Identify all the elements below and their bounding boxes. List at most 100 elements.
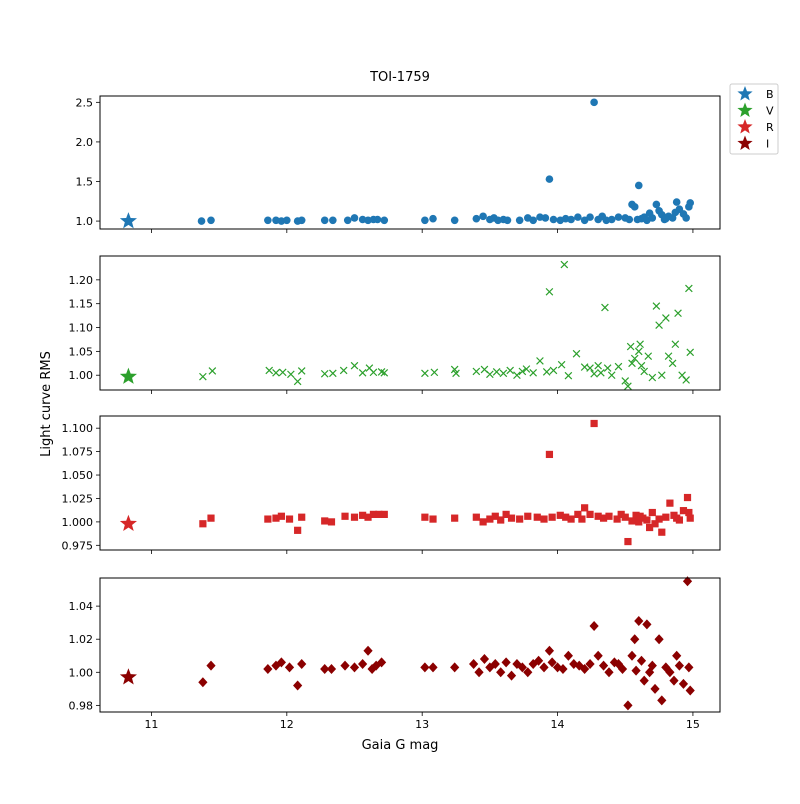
data-point-B [329, 216, 337, 225]
data-point-V [655, 321, 663, 329]
data-point-V [572, 349, 581, 358]
data-point-V [380, 369, 389, 377]
data-point-I [627, 650, 637, 661]
y-tick-label: 1.000 [62, 516, 94, 529]
data-point-I [539, 662, 549, 673]
panel-I: 11 12 13 14 15 0.98 1.00 1.02 1.04 [69, 576, 721, 731]
data-point-R [581, 504, 589, 512]
data-point-I [650, 683, 660, 694]
data-point-B [549, 215, 558, 224]
panels-group: 1.0 1.5 2.0 2.5 1.00 1.05 1.10 1.15 1.20 0.975 1.0… [62, 95, 721, 731]
data-point-V [506, 366, 514, 375]
data-point-I [297, 659, 307, 670]
data-point-R [624, 537, 632, 546]
data-point-I [528, 659, 538, 670]
data-point-V [369, 368, 378, 377]
data-point-V [522, 365, 531, 373]
data-point-B [503, 216, 512, 225]
data-point-V [648, 373, 657, 382]
data-point-V [640, 367, 649, 376]
data-point-I [631, 665, 641, 676]
data-point-I [523, 667, 533, 678]
data-point-I [206, 660, 216, 671]
legend-star-V [737, 102, 753, 117]
data-point-B [682, 214, 690, 222]
data-point-V [339, 366, 348, 375]
data-point-B [320, 216, 329, 225]
data-point-V [664, 352, 673, 360]
data-point-I [358, 659, 368, 670]
data-point-R [321, 517, 329, 525]
y-tick-label: 1.075 [62, 446, 94, 459]
panel-frame [99, 95, 721, 230]
legend-star-B [737, 86, 753, 101]
data-point-R [264, 515, 272, 523]
data-point-R [599, 514, 608, 522]
data-point-R [272, 514, 280, 522]
data-point-I [684, 662, 694, 673]
data-point-R [685, 508, 693, 517]
data-point-R [646, 523, 654, 532]
data-point-V [293, 377, 302, 386]
data-point-B [541, 214, 550, 222]
data-point-V [529, 369, 538, 377]
data-point-R [605, 512, 613, 520]
data-point-V [597, 369, 605, 377]
data-point-I [558, 663, 568, 674]
data-point-I [552, 662, 563, 673]
data-point-V [320, 369, 329, 378]
legend-label-R: R [766, 121, 774, 134]
data-point-B [645, 209, 654, 217]
data-point-B [373, 215, 382, 224]
data-point-V [636, 340, 644, 349]
data-point-I [682, 576, 693, 587]
data-point-I [263, 663, 273, 674]
data-point-I [371, 660, 381, 671]
data-point-B [264, 216, 272, 225]
data-point-R [524, 512, 532, 520]
data-point-I [630, 634, 640, 645]
x-tick-label: 15 [686, 718, 700, 731]
legend-box [729, 83, 779, 155]
data-point-V [513, 371, 521, 380]
data-point-B [567, 215, 575, 224]
data-point-I [496, 667, 506, 678]
panel-V: 1.00 1.05 1.10 1.15 1.20 [69, 255, 721, 394]
data-point-V [671, 340, 680, 349]
data-point-R [658, 528, 666, 536]
data-point-V [350, 361, 359, 370]
data-point-V [278, 368, 287, 377]
data-point-I [276, 657, 286, 668]
data-point-V [499, 369, 508, 378]
data-point-I [593, 650, 603, 661]
data-point-I [320, 663, 330, 674]
data-point-I [685, 685, 695, 696]
data-point-R [635, 518, 643, 526]
data-point-B [479, 212, 487, 221]
y-tick-label: 1.02 [69, 633, 94, 646]
data-point-R [533, 513, 541, 521]
x-tick-label: 14 [551, 718, 565, 731]
y-axis-label: Light curve RMS [39, 351, 54, 457]
y-tick-label: 0.98 [69, 699, 94, 712]
data-point-V [518, 367, 527, 376]
data-point-I [604, 667, 614, 678]
x-tick-label: 11 [144, 718, 158, 731]
data-point-V [545, 287, 554, 296]
data-point-I [517, 662, 527, 673]
data-point-R [486, 515, 494, 523]
data-point-R [594, 512, 602, 520]
data-point-I [642, 619, 652, 630]
y-tick-label: 1.00 [69, 369, 94, 382]
chart-title: TOI-1759 [369, 70, 430, 85]
y-tick-label: 1.5 [76, 176, 94, 189]
data-point-I [678, 678, 689, 689]
data-point-R [491, 512, 499, 520]
target-star-V [119, 367, 137, 384]
data-point-V [657, 371, 666, 380]
data-point-B [297, 216, 306, 225]
data-point-R [341, 512, 349, 520]
data-point-I [420, 662, 430, 673]
y-tick-label: 1.100 [62, 422, 94, 435]
data-point-R [586, 510, 594, 518]
